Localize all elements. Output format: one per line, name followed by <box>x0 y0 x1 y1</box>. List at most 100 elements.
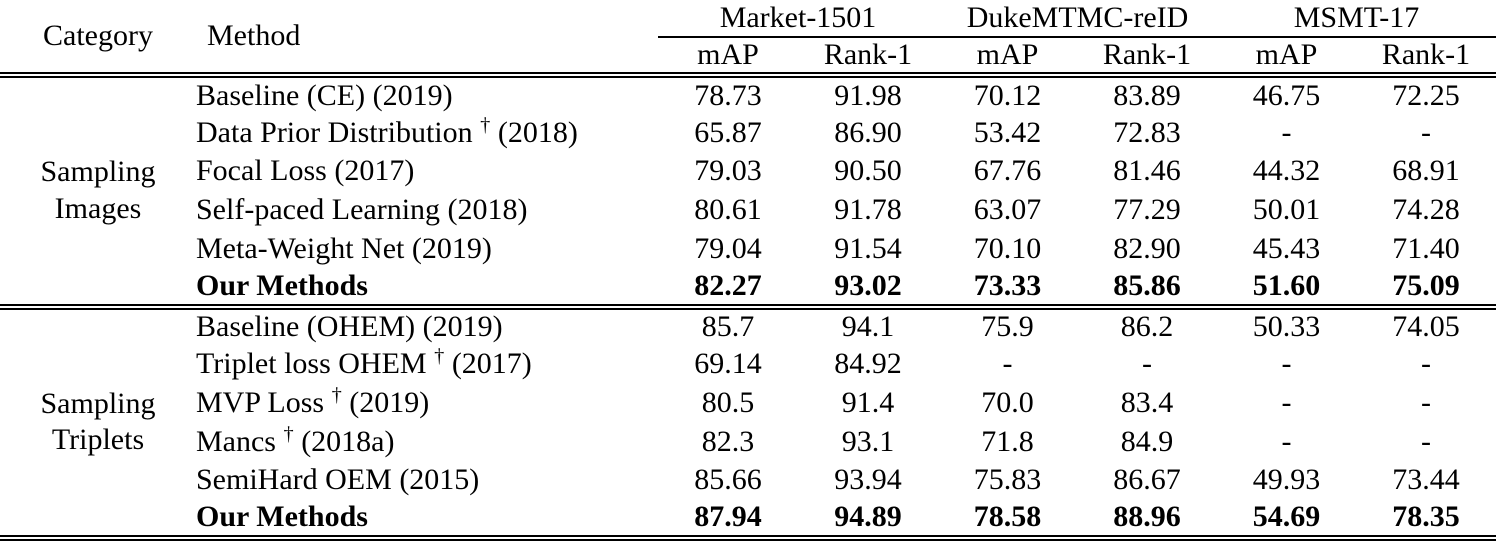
value-cell: 70.12 <box>973 78 1042 112</box>
metric-header-row: mAP Rank-1 mAP Rank-1 mAP Rank-1 <box>0 37 1496 78</box>
metric-header-map-market: mAP <box>658 37 798 78</box>
method-name: Our Methods <box>196 268 368 302</box>
table-row: Sampling Images Baseline (CE) (2019) 78.… <box>0 75 1496 310</box>
method-name: Our Methods <box>196 500 368 534</box>
category-label-line1: Sampling <box>40 155 156 189</box>
value-cell: 91.78 <box>834 193 902 227</box>
value-cell: 75.9 <box>981 310 1034 344</box>
value-cell: 65.87 <box>694 115 762 149</box>
metric-header-rank1-market: Rank-1 <box>798 37 938 78</box>
method-cell: Baseline (OHEM) (2019) <box>196 307 658 346</box>
value-cell: 75.83 <box>973 463 1042 497</box>
table-row: Self-paced Learning (2018) 80.61 91.78 6… <box>0 191 1496 230</box>
value-cell: 53.42 <box>973 115 1042 149</box>
value-cell: 91.4 <box>841 385 895 419</box>
table-row-our-methods: Our Methods 82.27 93.02 73.33 85.86 51.6… <box>0 267 1496 310</box>
method-name: Baseline (CE) <box>196 78 366 112</box>
value-cell: 77.29 <box>1113 193 1181 227</box>
value-cell: 94.1 <box>841 310 895 344</box>
value-cell: 84.9 <box>1120 424 1174 458</box>
value-cell: 91.54 <box>834 231 902 265</box>
method-column-header: Method <box>196 0 658 78</box>
method-name: Data Prior Distribution <box>196 115 473 149</box>
method-name: Triplet loss OHEM <box>196 347 427 381</box>
method-cell: Our Methods <box>196 267 658 310</box>
method-year: (2017) <box>451 347 532 381</box>
dagger-mark: † <box>331 383 342 406</box>
value-cell: 83.4 <box>1120 385 1174 419</box>
method-year: (2017) <box>334 154 415 188</box>
value-cell: 78.73 <box>694 78 762 112</box>
method-year: (2019) <box>422 310 503 344</box>
value-cell: 70.10 <box>973 231 1042 265</box>
value-cell: 54.69 <box>1217 499 1356 541</box>
value-cell: 91.98 <box>834 78 902 112</box>
category-label-line1: Sampling <box>40 386 156 420</box>
value-cell: 86.2 <box>1120 310 1174 344</box>
category-label-line2: Triplets <box>51 423 145 457</box>
method-year: (2018) <box>497 115 578 149</box>
value-cell: 63.07 <box>973 193 1042 227</box>
method-cell: MVP Loss † (2019) <box>196 384 658 423</box>
section-sampling-triplets: Sampling Triplets Baseline (OHEM) (2019)… <box>0 306 1496 541</box>
value-cell: 79.04 <box>694 231 762 265</box>
value-cell: 45.43 <box>1252 231 1321 265</box>
value-cell: - <box>1421 385 1431 419</box>
table-row: Data Prior Distribution † (2018) 65.87 8… <box>0 114 1496 153</box>
value-cell: 94.89 <box>798 499 938 541</box>
table-row: Triplet loss OHEM † (2017) 69.14 84.92 -… <box>0 345 1496 384</box>
category-label-line2: Images <box>54 191 142 225</box>
value-cell: 82.90 <box>1113 231 1181 265</box>
group-header-market-1501: Market-1501 <box>658 0 938 38</box>
group-header-row: Category Method Market-1501 DukeMTMC-reI… <box>0 0 1496 78</box>
value-cell: 82.27 <box>658 267 798 310</box>
value-cell: 73.33 <box>938 267 1077 310</box>
section-sampling-images: Sampling Images Baseline (CE) (2019) 78.… <box>0 75 1496 310</box>
value-cell: 86.67 <box>1113 463 1181 497</box>
value-cell: 75.09 <box>1356 267 1496 310</box>
value-cell: 72.83 <box>1113 115 1181 149</box>
value-cell: 68.91 <box>1392 154 1460 188</box>
category-cell-sampling-triplets: Sampling Triplets <box>0 306 196 541</box>
method-cell: Our Methods <box>196 499 658 541</box>
value-cell: 71.8 <box>981 424 1034 458</box>
value-cell: 50.01 <box>1252 193 1321 227</box>
value-cell: 84.92 <box>834 347 902 381</box>
method-year: (2019) <box>411 231 492 265</box>
value-cell: 78.58 <box>938 499 1077 541</box>
value-cell: 67.76 <box>973 154 1042 188</box>
dagger-mark: † <box>480 113 491 136</box>
method-year: (2019) <box>372 78 453 112</box>
value-cell: 70.0 <box>981 385 1034 419</box>
method-name: Mancs <box>196 424 276 458</box>
metric-header-rank1-msmt: Rank-1 <box>1356 37 1496 78</box>
method-year: (2015) <box>399 463 480 497</box>
value-cell: 88.96 <box>1077 499 1217 541</box>
method-year: (2018) <box>447 193 528 227</box>
method-cell: Baseline (CE) (2019) <box>196 75 658 114</box>
table-row: Focal Loss (2017) 79.03 90.50 67.76 81.4… <box>0 152 1496 191</box>
value-cell: 72.25 <box>1392 78 1460 112</box>
dagger-mark: † <box>283 422 294 445</box>
table-row: MVP Loss † (2019) 80.5 91.4 70.0 83.4 - … <box>0 384 1496 423</box>
value-cell: 87.94 <box>658 499 798 541</box>
method-cell: Data Prior Distribution † (2018) <box>196 114 658 153</box>
metric-header-map-msmt: mAP <box>1217 37 1356 78</box>
value-cell: - <box>1421 347 1431 381</box>
table-row: Sampling Triplets Baseline (OHEM) (2019)… <box>0 306 1496 541</box>
method-cell: Self-paced Learning (2018) <box>196 191 658 230</box>
value-cell: 78.35 <box>1356 499 1496 541</box>
table-row: Meta-Weight Net (2019) 79.04 91.54 70.10… <box>0 229 1496 268</box>
value-cell: - <box>1281 347 1292 381</box>
metric-header-map-duke: mAP <box>938 37 1077 78</box>
value-cell: 81.46 <box>1113 154 1181 188</box>
value-cell: 85.66 <box>694 463 762 497</box>
value-cell: 93.02 <box>798 267 938 310</box>
value-cell: 79.03 <box>694 154 762 188</box>
value-cell: - <box>1281 385 1292 419</box>
method-year: (2018a) <box>301 424 395 458</box>
method-year: (2019) <box>349 385 430 419</box>
value-cell: 51.60 <box>1217 267 1356 310</box>
value-cell: 82.3 <box>701 424 755 458</box>
